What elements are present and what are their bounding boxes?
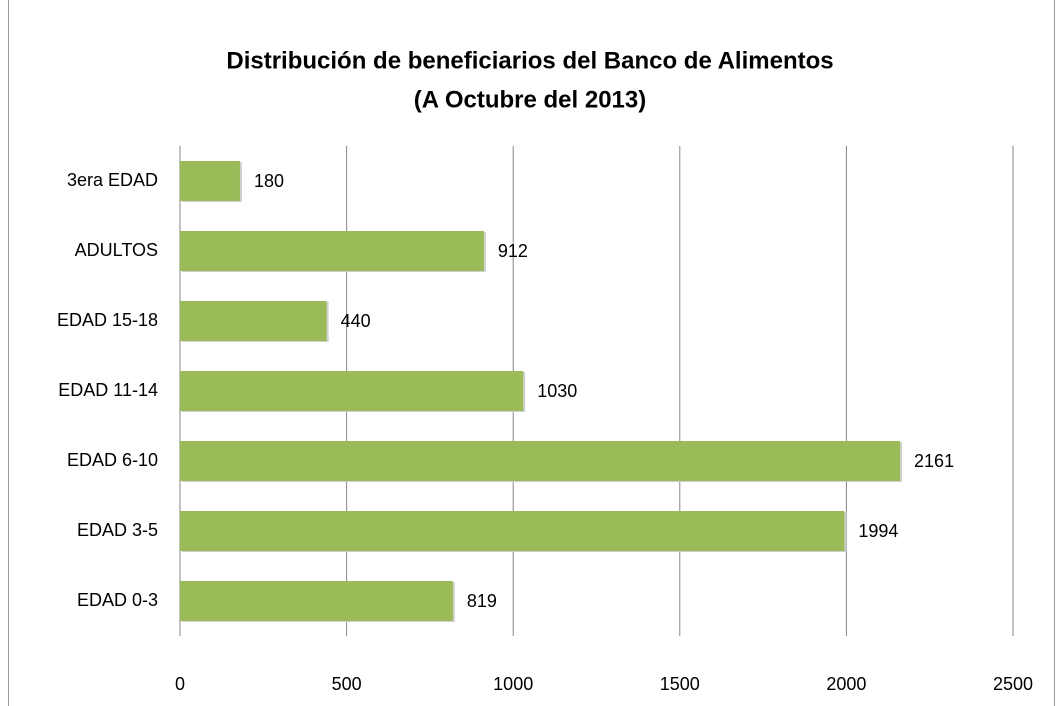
value-label: 1994 <box>858 521 898 541</box>
y-tick-label: EDAD 0-3 <box>77 590 158 610</box>
value-label: 440 <box>341 311 371 331</box>
value-label: 2161 <box>914 451 954 471</box>
chart-subtitle: (A Octubre del 2013) <box>414 86 647 113</box>
bar <box>180 511 845 551</box>
y-tick-label: 3era EDAD <box>67 170 158 190</box>
bar <box>180 441 901 481</box>
y-tick-label: EDAD 6-10 <box>67 450 158 470</box>
bar <box>180 161 240 201</box>
bar <box>180 301 327 341</box>
x-tick-label: 1500 <box>660 674 700 694</box>
bar <box>180 581 453 621</box>
value-label: 819 <box>467 591 497 611</box>
x-tick-label: 500 <box>332 674 362 694</box>
x-tick-label: 0 <box>175 674 185 694</box>
bar <box>180 371 524 411</box>
y-tick-label: EDAD 11-14 <box>58 380 158 400</box>
y-tick-label: ADULTOS <box>75 240 158 260</box>
x-tick-label: 2000 <box>826 674 866 694</box>
bar <box>180 231 484 271</box>
y-tick-label: EDAD 3-5 <box>77 520 158 540</box>
value-label: 180 <box>254 171 284 191</box>
x-tick-label: 1000 <box>493 674 533 694</box>
x-tick-label: 2500 <box>993 674 1033 694</box>
chart-title: Distribución de beneficiarios del Banco … <box>226 47 833 74</box>
y-tick-label: EDAD 15-18 <box>57 310 158 330</box>
value-label: 912 <box>498 241 528 261</box>
value-label: 1030 <box>537 381 577 401</box>
